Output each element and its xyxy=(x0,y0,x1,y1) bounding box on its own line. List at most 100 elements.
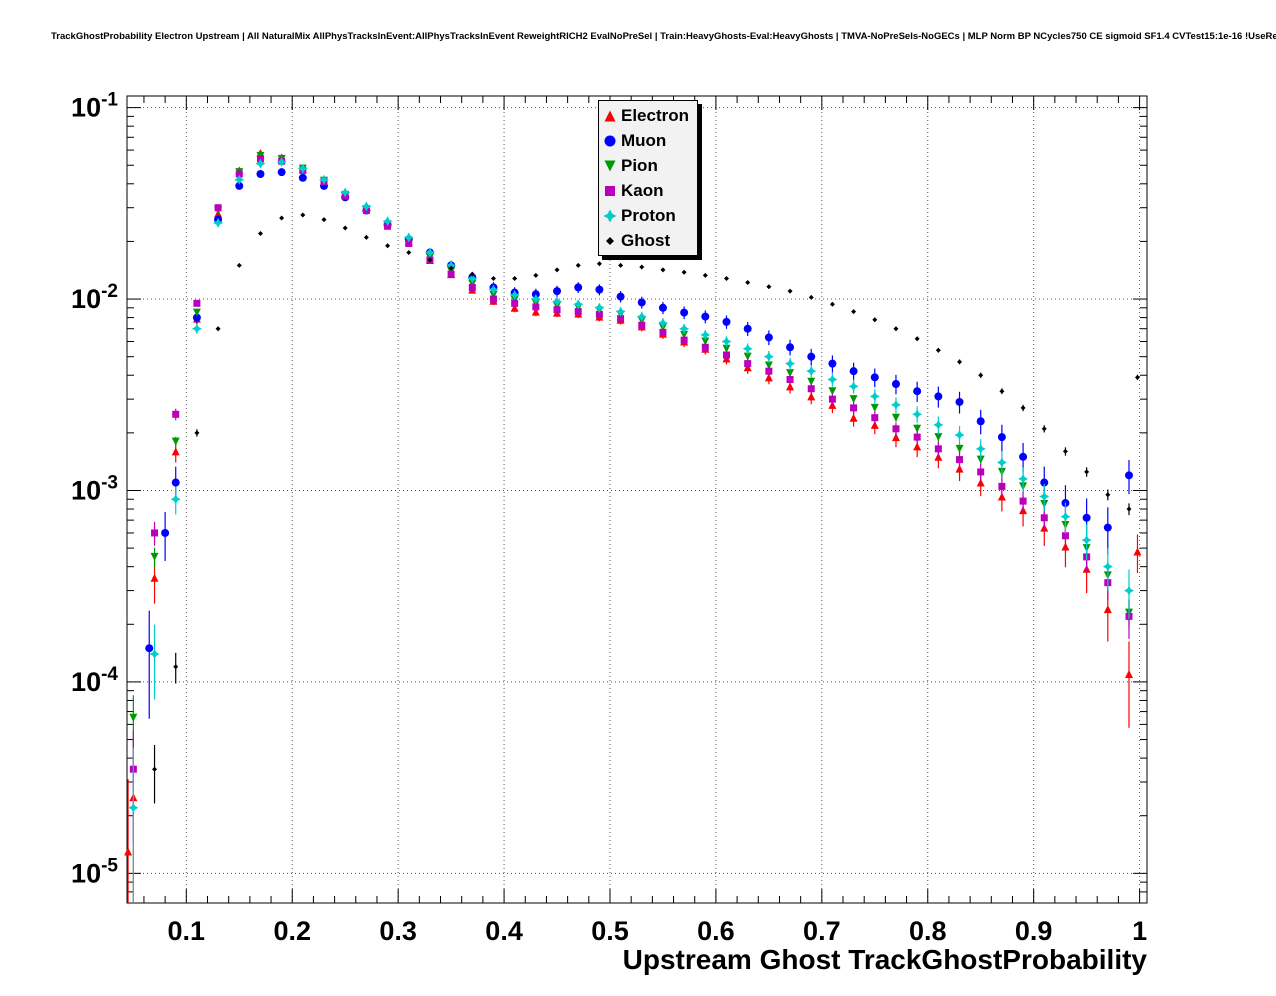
data-point-marker xyxy=(468,279,477,288)
data-point-marker xyxy=(574,283,583,292)
data-point-marker xyxy=(658,303,667,312)
data-point-marker xyxy=(1019,497,1027,505)
data-point-marker xyxy=(235,170,243,178)
data-point-marker xyxy=(1133,547,1142,556)
data-point-marker xyxy=(192,308,201,317)
data-point-marker xyxy=(764,373,773,382)
data-point-marker xyxy=(575,262,581,268)
data-point-marker xyxy=(1061,532,1069,540)
data-point-marker xyxy=(913,433,921,441)
data-point-marker xyxy=(998,482,1006,490)
data-point-marker xyxy=(257,231,263,237)
data-point-marker xyxy=(891,433,900,442)
data-point-marker xyxy=(1124,471,1133,480)
data-point-marker xyxy=(891,379,900,388)
data-point-marker xyxy=(533,272,539,278)
data-point-marker xyxy=(745,280,751,286)
data-point-marker xyxy=(743,352,752,361)
data-point-marker xyxy=(808,294,814,300)
data-point-marker xyxy=(298,173,307,182)
data-point-marker xyxy=(469,271,475,277)
data-point-marker xyxy=(657,317,668,328)
data-point-marker xyxy=(170,494,181,505)
x-axis-tick-label: 1 xyxy=(1132,916,1147,946)
data-point-marker xyxy=(892,425,900,433)
data-point-marker xyxy=(606,236,614,245)
data-point-marker xyxy=(957,359,963,365)
data-point-marker xyxy=(595,285,604,294)
y-axis-tick-label: 10-4 xyxy=(71,664,118,697)
data-point-marker xyxy=(996,457,1007,468)
x-axis-title: Upstream Ghost TrackGhostProbability xyxy=(622,944,1147,975)
data-point-marker xyxy=(363,234,369,240)
data-point-marker xyxy=(531,307,540,316)
data-point-marker xyxy=(680,336,688,344)
data-point-marker xyxy=(129,713,138,722)
data-point-marker xyxy=(807,352,816,361)
data-point-marker xyxy=(1040,514,1048,522)
data-point-marker xyxy=(145,644,154,653)
data-point-marker xyxy=(617,315,625,323)
y-axis-tick-label: 10-1 xyxy=(71,90,118,123)
data-point-marker xyxy=(594,302,605,313)
data-point-marker xyxy=(870,420,879,429)
x-axis-tick-label: 0.1 xyxy=(168,916,206,946)
data-point-marker xyxy=(702,272,708,278)
legend: Electron Muon Pion Kaon Proton Ghost xyxy=(598,100,699,256)
kaon-marker-icon xyxy=(605,185,615,196)
y-axis-tick-label: 10-5 xyxy=(71,855,118,888)
data-point-marker xyxy=(618,262,624,268)
data-point-marker xyxy=(1040,478,1049,487)
data-point-marker xyxy=(955,444,964,453)
data-point-marker xyxy=(1102,561,1113,572)
data-point-marker xyxy=(786,369,795,378)
data-point-marker xyxy=(161,528,170,537)
data-point-marker xyxy=(786,382,795,391)
data-point-marker xyxy=(616,292,625,301)
data-point-marker xyxy=(604,110,616,121)
data-point-marker xyxy=(1103,605,1112,614)
data-point-marker xyxy=(194,430,200,436)
data-point-marker xyxy=(553,287,562,296)
data-point-marker xyxy=(976,478,985,487)
data-point-marker xyxy=(149,648,160,659)
data-point-marker xyxy=(490,276,496,282)
legend-entry-kaon: Kaon xyxy=(601,178,689,203)
data-point-marker xyxy=(934,445,942,453)
data-point-marker xyxy=(827,374,838,385)
data-point-marker xyxy=(554,267,560,273)
data-point-marker xyxy=(869,391,880,402)
data-point-marker xyxy=(807,377,816,386)
data-point-marker xyxy=(999,388,1005,394)
data-point-marker xyxy=(573,299,584,310)
proton-marker-icon xyxy=(603,209,617,222)
data-point-marker xyxy=(192,313,201,322)
data-point-marker xyxy=(743,324,752,333)
data-point-marker xyxy=(173,664,179,670)
x-axis-tick-label: 0.9 xyxy=(1015,916,1053,946)
data-point-marker xyxy=(595,311,603,319)
data-point-marker xyxy=(806,366,817,377)
data-point-marker xyxy=(807,385,815,393)
data-point-marker xyxy=(340,187,351,198)
data-point-marker xyxy=(1018,473,1029,484)
data-point-marker xyxy=(297,163,308,174)
data-point-marker xyxy=(828,395,836,403)
data-point-marker xyxy=(235,181,244,190)
data-point-marker xyxy=(639,264,645,270)
data-point-marker xyxy=(321,217,327,223)
data-point-marker xyxy=(997,492,1006,501)
data-point-marker xyxy=(914,336,920,342)
x-axis-tick-label: 0.4 xyxy=(485,916,523,946)
data-point-marker xyxy=(829,301,835,307)
data-point-marker xyxy=(764,361,773,370)
data-point-marker xyxy=(468,283,476,291)
data-point-marker xyxy=(785,358,796,369)
legend-label: Proton xyxy=(621,206,676,225)
data-point-marker xyxy=(405,240,413,248)
data-point-marker xyxy=(385,243,391,249)
data-point-marker xyxy=(680,308,689,317)
data-point-marker xyxy=(279,215,285,221)
data-point-marker xyxy=(1123,585,1134,596)
